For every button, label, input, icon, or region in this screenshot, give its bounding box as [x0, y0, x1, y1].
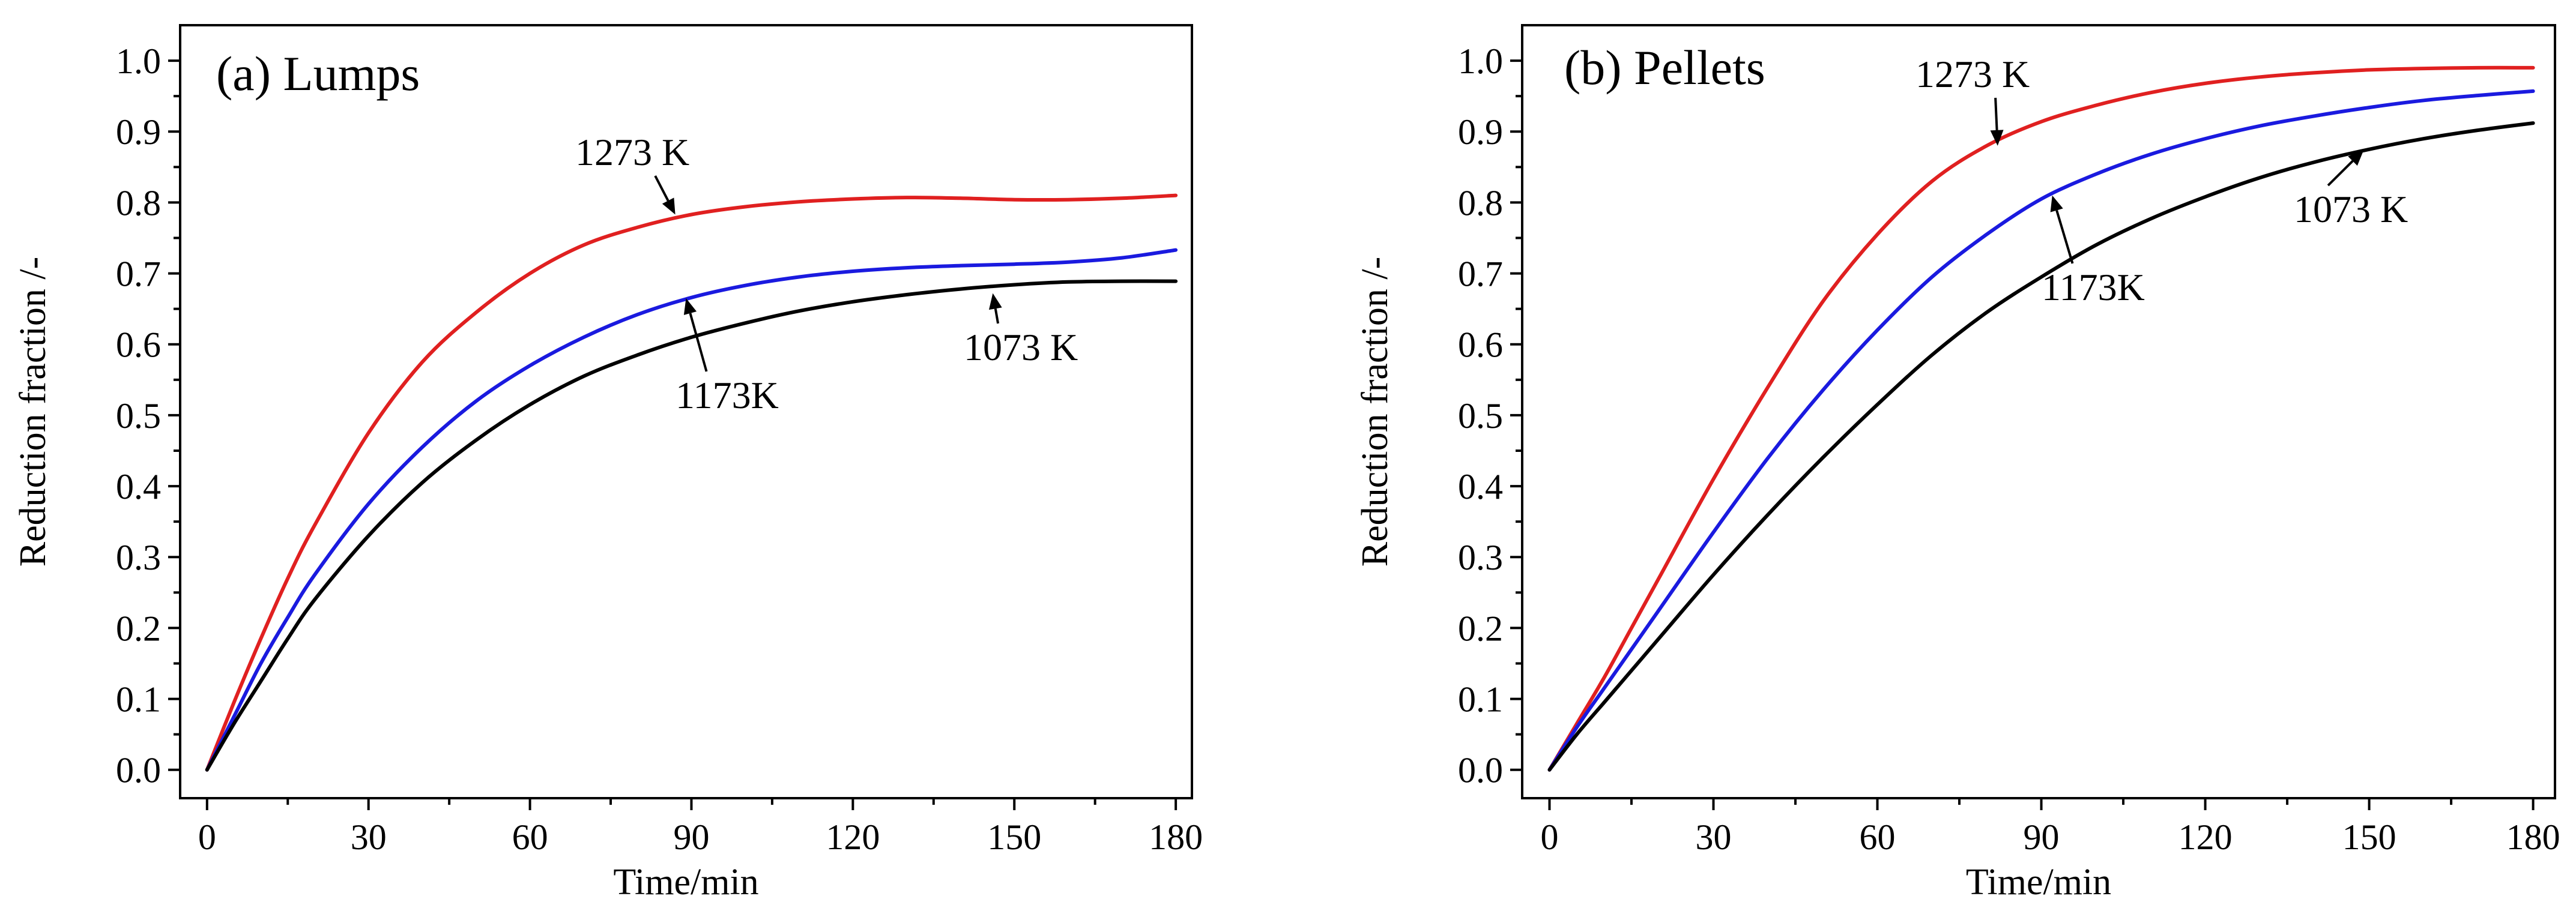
panel-b-y-tick-label: 0.1: [1458, 680, 1503, 720]
panel-a-x-tick-label: 180: [1149, 817, 1203, 857]
panel-a-lumps: 0 30 60 90 120 150 180 0.0 0.1 0.2 0.3 0.4 0.5 0.6 0.7…: [13, 24, 1203, 899]
panel-b-label-1073: 1073 K: [2294, 188, 2408, 230]
panel-a-y-tick-label: 0.6: [116, 325, 161, 365]
panel-b-y-tick-label: 0.0: [1458, 751, 1503, 790]
panel-b-annotations: 1273 K 1173K 1073 K: [1915, 53, 2408, 308]
panel-b-arrowhead: [1990, 130, 2004, 146]
panel-b-y-tick-label: 0.7: [1458, 254, 1503, 294]
panel-a-title: (a) Lumps: [216, 46, 420, 101]
panel-a-x-tick-label: 60: [512, 817, 548, 857]
panel-a-annotations: 1273 K 1173K 1073 K: [575, 131, 1078, 416]
panel-b-x-tick-label: 60: [1860, 817, 1896, 857]
panel-b-x-tick-label: 120: [2178, 817, 2233, 857]
panel-a-x-tick-label: 0: [198, 817, 216, 857]
panel-a-y-tick-label: 0.3: [116, 538, 161, 577]
panel-a-arrowhead: [988, 293, 1002, 310]
panel-b-x-tick-label: 90: [2024, 817, 2060, 857]
panel-a-y-tick-label: 0.0: [116, 751, 161, 790]
panel-b-axes: 0 30 60 90 120 150 180 0.0 0.1 0.2 0.3 0.4 0.5 0.6 0.7…: [1458, 24, 2560, 857]
panel-b-x-tick-label: 30: [1696, 817, 1732, 857]
panel-a-y-tick-label: 0.9: [116, 112, 161, 152]
panel-b-series-1273k: [1547, 65, 2535, 772]
panel-b-y-tick-label: 0.2: [1458, 609, 1503, 648]
panel-b-y-tick-label: 0.4: [1458, 467, 1503, 507]
panel-a-label-1273: 1273 K: [575, 131, 689, 173]
panel-b-x-tick-label: 150: [2342, 817, 2396, 857]
panel-a-y-tick-label: 0.2: [116, 609, 161, 648]
panel-a-y-axis-title: Reduction fraction /-: [13, 257, 53, 567]
panel-b-title: (b) Pellets: [1564, 40, 1765, 95]
panel-a-label-1073: 1073 K: [964, 326, 1078, 368]
panel-b-arrow: [2327, 160, 2354, 187]
panel-a-arrowhead: [662, 197, 676, 215]
panel-a-y-tick-label: 0.7: [116, 254, 161, 294]
panel-b-y-tick-label: 0.6: [1458, 325, 1503, 365]
panel-b-arrow: [2055, 209, 2074, 264]
panel-a-x-tick-label: 30: [351, 817, 387, 857]
panel-a-x-tick-label: 90: [673, 817, 709, 857]
panel-a-arrow: [654, 175, 670, 202]
panel-a-axes: 0 30 60 90 120 150 180 0.0 0.1 0.2 0.3 0.4 0.5 0.6 0.7…: [116, 24, 1203, 857]
panel-a-label-1173: 1173K: [676, 374, 779, 416]
panel-a-y-tick-label: 1.0: [116, 41, 161, 81]
panel-a-x-tick-label: 150: [987, 817, 1041, 857]
panel-a-series-1273k: [205, 193, 1178, 772]
panel-a-x-axis-title: Time/min: [613, 862, 758, 899]
panel-b-arrowhead: [2348, 149, 2364, 166]
panel-a-series-1073k: [205, 279, 1178, 772]
panel-a-y-tick-label: 0.4: [116, 467, 161, 507]
panel-a-series: [205, 193, 1178, 772]
panel-a-arrow: [994, 308, 1000, 324]
panel-a-arrow: [689, 313, 708, 372]
panel-a-series-1173k: [205, 248, 1178, 772]
panel-b-y-tick-label: 1.0: [1458, 41, 1503, 81]
panel-b-x-axis-title: Time/min: [1966, 862, 2111, 899]
panel-b-y-tick-label: 0.9: [1458, 112, 1503, 152]
panel-b-series-1173k: [1547, 89, 2535, 772]
panel-b-plot-frame: [1521, 24, 2556, 799]
panel-b-pellets: 0 30 60 90 120 150 180 0.0 0.1 0.2 0.3 0.4 0.5 0.6 0.7…: [1355, 24, 2560, 899]
panel-b-y-axis-title: Reduction fraction /-: [1355, 257, 1395, 567]
panel-a-y-tick-label: 0.8: [116, 183, 161, 223]
panel-b-series: [1547, 65, 2535, 772]
panel-a-y-tick-label: 0.5: [116, 396, 161, 436]
panel-a-y-tick-label: 0.1: [116, 680, 161, 720]
panel-a-plot-frame: [179, 24, 1193, 799]
panel-b-y-tick-label: 0.3: [1458, 538, 1503, 577]
panel-b-label-1173: 1173K: [2042, 266, 2145, 308]
panel-b-y-tick-label: 0.5: [1458, 396, 1503, 436]
panel-b-y-tick-label: 0.8: [1458, 183, 1503, 223]
panel-b-series-1073k: [1547, 121, 2535, 772]
panel-b-arrow: [1994, 97, 1998, 130]
panel-a-arrowhead: [683, 298, 697, 315]
panel-b-x-tick-label: 180: [2506, 817, 2560, 857]
panel-a-x-tick-label: 120: [826, 817, 880, 857]
panel-b-arrowhead: [2050, 195, 2063, 212]
panel-b-x-tick-label: 0: [1541, 817, 1559, 857]
panel-b-label-1273: 1273 K: [1915, 53, 2030, 95]
